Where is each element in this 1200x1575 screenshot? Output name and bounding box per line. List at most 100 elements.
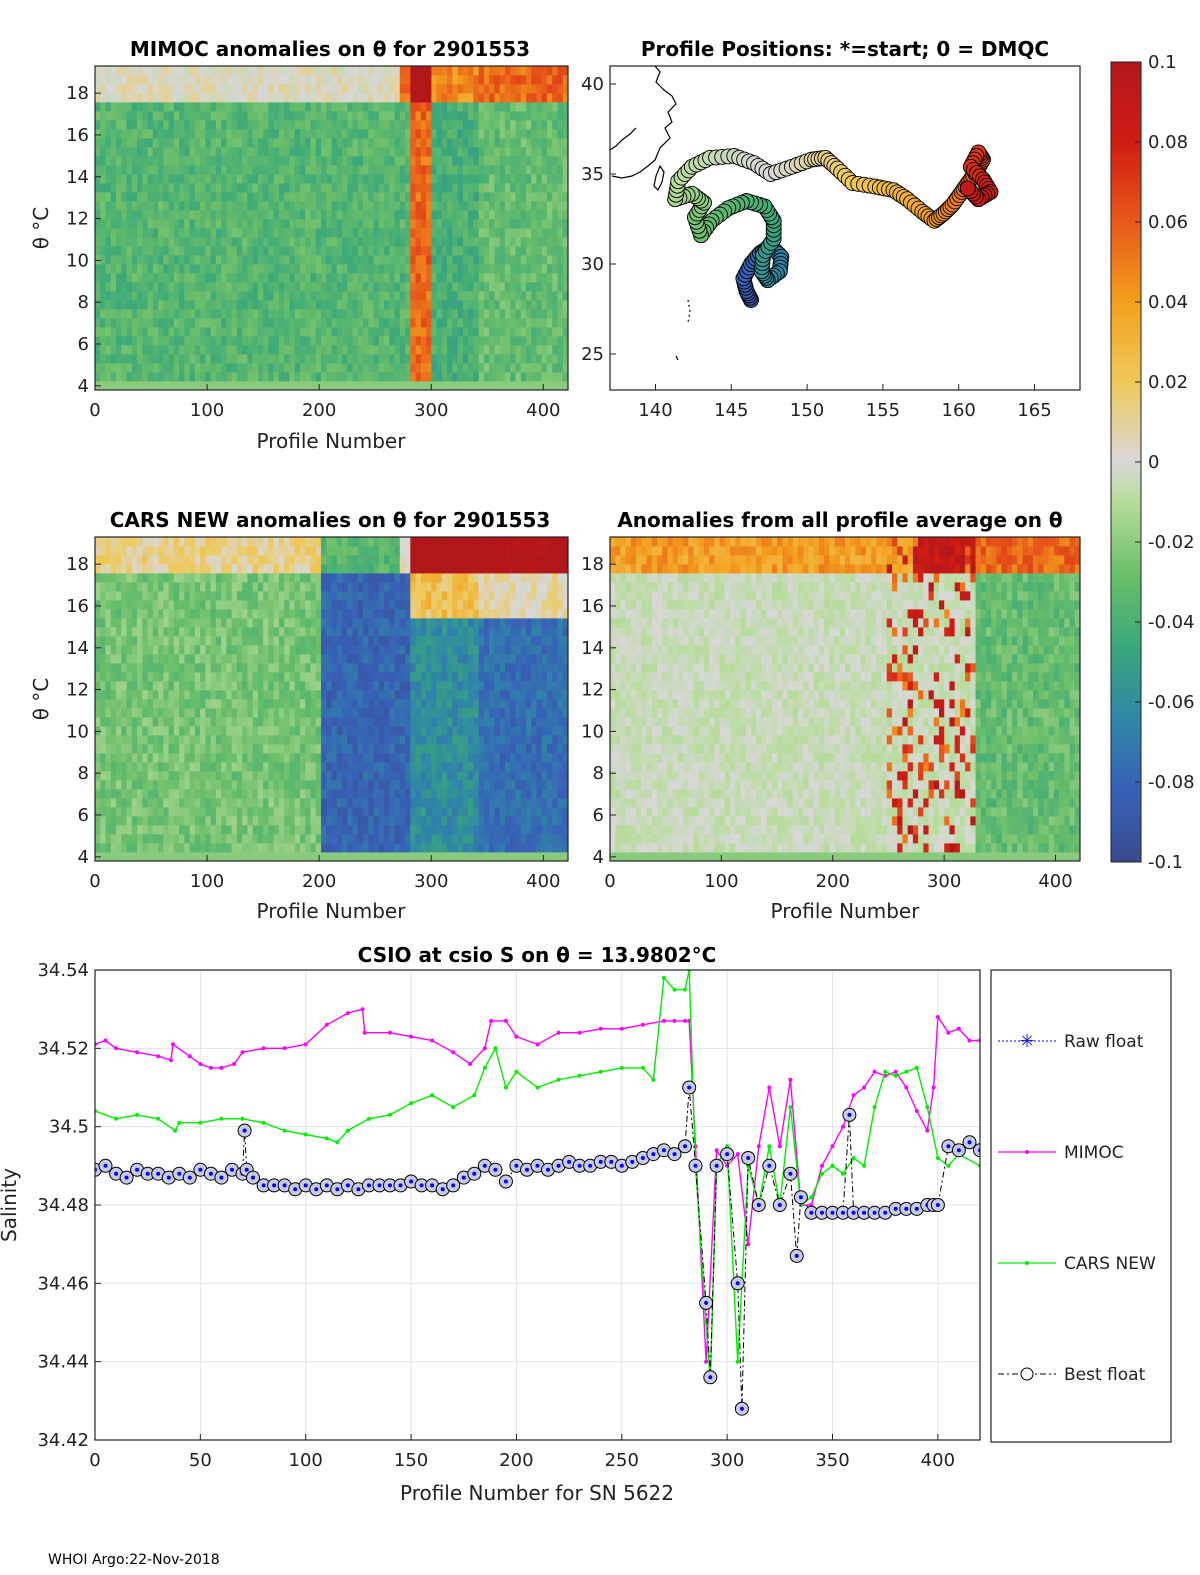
raw-float-point: [324, 1183, 329, 1188]
cars-new-point: [946, 1163, 951, 1168]
x-tick-label: 300: [414, 871, 448, 892]
colorbar-tick-label: 0.08: [1148, 132, 1188, 153]
raw-float-point: [409, 1179, 414, 1184]
raw-float-point: [419, 1183, 424, 1188]
mimoc-point: [893, 1069, 898, 1074]
mimoc-point: [409, 1034, 414, 1039]
y-tick-label: 6: [78, 805, 89, 826]
positions-ticks: 140 145 150 155 160 165 25 30 35 40: [581, 74, 1052, 421]
mimoc-point: [577, 1030, 582, 1035]
mimoc-point: [503, 1018, 508, 1023]
allavg-axes-box: [609, 536, 1081, 862]
legend-entry-raw: ✳ Raw float: [998, 1031, 1144, 1052]
raw-float-point: [461, 1175, 466, 1180]
mimoc-point: [746, 1242, 751, 1247]
cars-new-point: [683, 987, 687, 992]
x-tick-label: 100: [190, 871, 224, 892]
raw-float-point: [177, 1171, 182, 1176]
y-tick-label: 4: [78, 847, 89, 868]
raw-float-point: [272, 1183, 277, 1188]
best-float-marker: [1020, 1367, 1034, 1381]
colorbar-tick-label: 0.06: [1148, 212, 1188, 233]
mimoc-point: [171, 1042, 175, 1047]
x-tick-label: 100: [704, 871, 738, 892]
raw-float-point: [145, 1171, 150, 1176]
mimoc-line: [95, 1008, 980, 1362]
cars-new-point: [177, 1120, 182, 1125]
profile-position-marker: [959, 180, 976, 197]
raw-float-point: [739, 1406, 744, 1411]
cars-new-point: [883, 1069, 888, 1074]
mimoc-point: [187, 1054, 192, 1059]
cars-new-point: [156, 1116, 161, 1121]
x-tick-label: 145: [714, 400, 748, 421]
raw-float-point: [735, 1281, 740, 1286]
positions-axes-box: [609, 65, 1081, 391]
raw-float-point: [398, 1183, 403, 1188]
cars-new-point: [282, 1128, 287, 1133]
mimoc-point: [756, 1144, 761, 1149]
cars-new-point: [640, 1065, 645, 1070]
cars-new-point: [114, 1116, 119, 1121]
y-tick-label: 10: [581, 721, 604, 742]
cars-new-point: [841, 1171, 845, 1176]
y-tick-label: 35: [581, 164, 604, 185]
raw-float-point: [904, 1206, 909, 1211]
cars-new-point: [430, 1093, 435, 1098]
raw-float-point: [914, 1206, 919, 1211]
raw-float-point: [794, 1253, 799, 1258]
y-tick-label: 4: [78, 376, 89, 397]
mimoc-point: [619, 1026, 624, 1031]
y-tick-label: 10: [66, 721, 89, 742]
raw-float-point: [388, 1183, 392, 1188]
raw-float-point: [366, 1183, 371, 1188]
mimoc-point: [820, 1163, 824, 1168]
y-tick-label: 18: [581, 554, 604, 575]
raw-float-point: [640, 1156, 645, 1160]
x-tick-label: 150: [790, 400, 824, 421]
cars-new-point: [862, 1163, 867, 1168]
raw-float-point: [503, 1179, 508, 1184]
salinity-series: [95, 970, 980, 1416]
y-tick-label: 34.42: [37, 1430, 89, 1451]
raw-float-point: [851, 1210, 856, 1215]
raw-float-point: [687, 1085, 692, 1090]
raw-float-point: [525, 1167, 529, 1172]
raw-float-point: [588, 1163, 593, 1168]
x-tick-label: 250: [605, 1450, 639, 1471]
cars-new-point: [261, 1120, 266, 1125]
salinity-legend: ✳ Raw float MIMOC CARS NEW Best float: [990, 969, 1172, 1443]
x-tick-label: 300: [927, 871, 961, 892]
mimoc-point: [451, 1050, 456, 1055]
legend-best-label: Best float: [1064, 1365, 1146, 1385]
best-float-point: [973, 1143, 980, 1158]
mimoc-xlabel: Profile Number: [257, 429, 407, 453]
cars-new-point: [672, 987, 677, 992]
footer-text: WHOI Argo:22-Nov-2018: [48, 1552, 220, 1568]
raw-float-point: [683, 1144, 687, 1149]
raw-float-point: [651, 1152, 656, 1157]
cars-new-point: [767, 1144, 772, 1149]
raw-float-point: [114, 1171, 119, 1176]
raw-float-point: [251, 1175, 255, 1180]
cars-new-line: [95, 970, 980, 1382]
cars-new-point: [324, 1136, 329, 1141]
cars-new-point: [619, 1065, 624, 1070]
cars-new-point: [219, 1116, 224, 1121]
raw-float-point: [556, 1163, 561, 1168]
y-tick-label: 4: [593, 847, 604, 868]
raw-float-point: [293, 1187, 298, 1192]
mimoc-point: [240, 1050, 245, 1055]
float-track: [667, 144, 999, 308]
y-tick-label: 8: [593, 763, 604, 784]
mimoc-point: [862, 1085, 867, 1090]
raw-float-point: [314, 1187, 319, 1192]
mimoc-point: [362, 1030, 367, 1035]
x-tick-label: 400: [526, 400, 560, 421]
colorbar-tick-label: 0.02: [1148, 372, 1188, 393]
cars-heatmap: [95, 537, 569, 862]
x-tick-label: 400: [1038, 871, 1072, 892]
y-tick-label: 8: [78, 292, 89, 313]
raw-float-point: [746, 1156, 751, 1160]
mimoc-point: [777, 1144, 782, 1149]
